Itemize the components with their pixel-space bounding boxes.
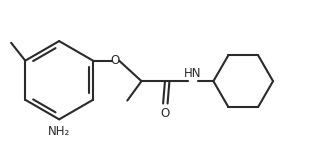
Text: NH₂: NH₂ (48, 125, 70, 138)
Text: HN: HN (184, 67, 201, 80)
Text: O: O (111, 54, 120, 67)
Text: O: O (161, 107, 170, 120)
